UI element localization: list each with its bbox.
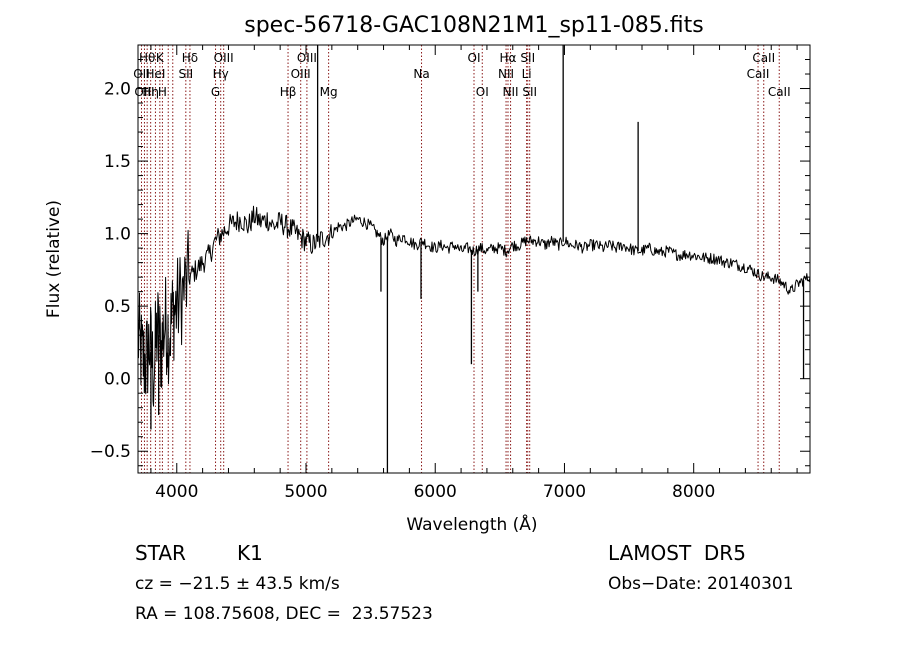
line-marker-label: SII bbox=[520, 51, 535, 65]
y-tick-label: 0.0 bbox=[104, 370, 131, 390]
line-marker-label: SII bbox=[522, 85, 537, 99]
velocity-readout: cz = −21.5 ± 43.5 km/s bbox=[135, 574, 340, 594]
line-marker-label: K bbox=[156, 51, 165, 65]
x-tick-label: 5000 bbox=[284, 482, 327, 502]
line-marker-label: Hγ bbox=[213, 67, 229, 81]
line-marker-label: OIII bbox=[297, 51, 317, 65]
plot-frame bbox=[137, 44, 811, 474]
line-marker-label: NII bbox=[498, 67, 514, 81]
line-marker-label: G bbox=[211, 85, 220, 99]
subclass: K1 bbox=[237, 541, 263, 565]
line-marker-label: Hβ bbox=[280, 85, 297, 99]
x-tick-label: 8000 bbox=[672, 482, 715, 502]
line-marker-label: SII bbox=[178, 67, 193, 81]
line-marker-label: CaII bbox=[747, 67, 770, 81]
line-marker-label: OIII bbox=[214, 51, 234, 65]
y-axis-label: Flux (relative) bbox=[44, 200, 64, 318]
y-tick-label: −0.5 bbox=[90, 442, 131, 462]
line-marker-label: Hδ bbox=[182, 51, 198, 65]
line-marker-label: HeI bbox=[145, 67, 165, 81]
line-marker-label: CaII bbox=[768, 85, 791, 99]
emission-line-markers bbox=[140, 45, 780, 473]
y-tick-label: 0.5 bbox=[104, 297, 131, 317]
line-marker-label: Hη bbox=[142, 85, 159, 99]
spectrum-series bbox=[137, 45, 811, 473]
y-tick-label: 1.5 bbox=[104, 152, 131, 172]
line-marker-label: NII bbox=[503, 85, 519, 99]
line-marker-label: Mg bbox=[320, 85, 338, 99]
line-marker-label: OIII bbox=[134, 85, 154, 99]
x-axis-label: Wavelength (Å) bbox=[406, 513, 537, 535]
x-axis-ticks: 4000 5000 6000 7000 8000 bbox=[150, 45, 798, 502]
line-marker-label: Hθ bbox=[139, 51, 155, 65]
y-axis-ticks: −0.5 0.0 0.5 1.0 1.5 2.0 bbox=[90, 59, 810, 467]
x-tick-label: 6000 bbox=[414, 482, 457, 502]
x-tick-label: 7000 bbox=[543, 482, 586, 502]
y-tick-label: 1.0 bbox=[104, 225, 131, 245]
line-marker-label: Na bbox=[413, 67, 429, 81]
line-marker-label: OIII bbox=[291, 67, 311, 81]
emission-line-labels: OII OIII Hθ Hη HeI K H SII Hδ G Hγ OIII Hβ OIII OIII Mg… bbox=[133, 51, 790, 99]
coordinates-readout: RA = 108.75608, DEC = 23.57523 bbox=[135, 604, 433, 624]
line-marker-label: OI bbox=[476, 85, 489, 99]
line-marker-label: Hα bbox=[500, 51, 517, 65]
chart-title: spec-56718-GAC108N21M1_sp11-085.fits bbox=[244, 13, 704, 38]
observation-date: Obs−Date: 20140301 bbox=[608, 574, 794, 594]
line-marker-label: OII bbox=[133, 67, 150, 81]
line-marker-label: Li bbox=[522, 67, 532, 81]
x-tick-label: 4000 bbox=[155, 482, 198, 502]
line-marker-label: OI bbox=[468, 51, 481, 65]
survey-name: LAMOST DR5 bbox=[608, 541, 746, 565]
line-marker-label: CaII bbox=[752, 51, 775, 65]
spectrum-line bbox=[137, 205, 811, 407]
line-marker-label: H bbox=[158, 85, 167, 99]
object-class: STAR bbox=[135, 541, 186, 565]
y-tick-label: 2.0 bbox=[104, 80, 131, 100]
